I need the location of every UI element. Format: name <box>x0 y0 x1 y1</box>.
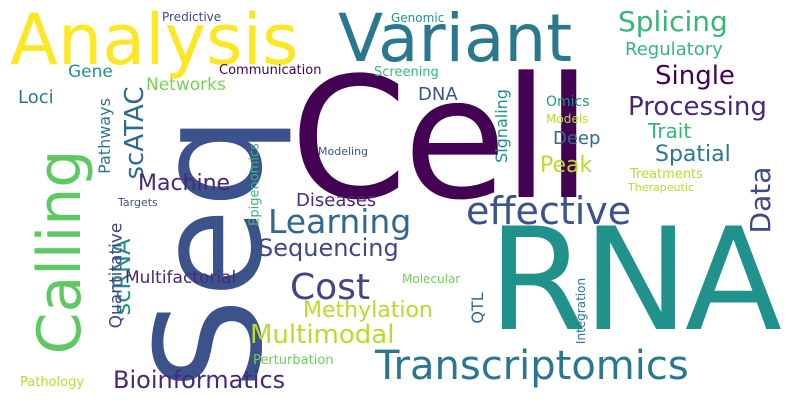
word-effective: effective <box>466 189 632 233</box>
word-methylation: Methylation <box>303 298 433 323</box>
word-sequencing: Sequencing <box>258 234 399 262</box>
word-gene: Gene <box>68 62 113 82</box>
word-therapeutic: Therapeutic <box>628 181 694 194</box>
word-spatial: Spatial <box>655 142 731 167</box>
word-peak: Peak <box>540 153 593 178</box>
word-multimodal: Multimodal <box>250 320 395 350</box>
word-perturbation: Perturbation <box>253 353 334 368</box>
word-diseases: Diseases <box>296 190 377 211</box>
word-screening: Screening <box>374 65 439 80</box>
word-molecular: Molecular <box>402 272 461 286</box>
word-cell: Cell <box>290 41 592 237</box>
word-signaling: Signaling <box>492 89 511 163</box>
word-modeling: Modeling <box>318 145 369 158</box>
word-pathology: Pathology <box>20 375 85 390</box>
word-calling: Calling <box>25 149 95 355</box>
word-processing: Processing <box>628 92 767 122</box>
word-data: Data <box>744 166 777 234</box>
word-single: Single <box>655 61 735 91</box>
word-learning: Learning <box>268 202 412 241</box>
word-dna: DNA <box>418 84 458 105</box>
word-communication: Communication <box>219 63 322 78</box>
word-loci: Loci <box>18 87 54 108</box>
word-quantitative: Quantitative <box>106 222 127 329</box>
word-variant: Variant <box>338 0 573 77</box>
word-integration: Integration <box>574 277 588 345</box>
word-targets: Targets <box>118 196 158 209</box>
word-deep: Deep <box>553 128 601 149</box>
word-networks: Networks <box>146 75 226 95</box>
word-rna: RNA <box>488 198 782 363</box>
word-regulatory: Regulatory <box>625 39 723 60</box>
word-models: Models <box>546 112 589 126</box>
word-treatments: Treatments <box>630 167 703 182</box>
word-epigenomics: Epigenomics <box>247 143 263 226</box>
word-qtl: QTL <box>468 292 487 324</box>
word-bioinformatics: Bioinformatics <box>113 366 286 394</box>
word-multifactorial: Multifactorial <box>125 268 237 288</box>
word-trait: Trait <box>648 119 692 143</box>
word-transcriptomics: Transcriptomics <box>375 343 689 389</box>
word-splicing: Splicing <box>618 5 728 38</box>
word-machine: Machine <box>138 171 231 196</box>
word-cost: Cost <box>290 267 371 308</box>
word-analysis: Analysis <box>10 0 299 81</box>
word-pathways: Pathways <box>95 98 114 174</box>
word-genomic: Genomic <box>391 11 445 25</box>
word-omics: Omics <box>546 94 590 110</box>
word-predictive: Predictive <box>162 10 222 24</box>
